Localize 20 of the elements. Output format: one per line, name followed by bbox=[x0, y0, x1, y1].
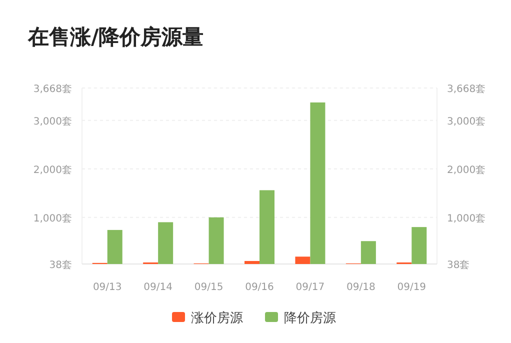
y2-tick-label: 38套 bbox=[447, 259, 470, 271]
y-tick-label: 38套 bbox=[49, 259, 72, 271]
legend-label: 涨价房源 bbox=[191, 310, 243, 326]
y-tick-label: 1,000套 bbox=[33, 212, 72, 224]
legend-label: 降价房源 bbox=[284, 310, 336, 326]
y2-tick-label: 3,000套 bbox=[447, 115, 486, 128]
y-tick-label: 3,668套 bbox=[33, 83, 72, 95]
y-tick-label: 3,000套 bbox=[33, 115, 72, 128]
x-tick-label: 09/19 bbox=[397, 282, 426, 293]
chart-title: 在售涨/降价房源量 bbox=[27, 25, 204, 49]
x-tick-label: 09/15 bbox=[194, 282, 224, 293]
y2-tick-label: 2,000套 bbox=[447, 164, 486, 176]
x-tick-label: 09/14 bbox=[144, 282, 172, 293]
x-tick-label: 09/18 bbox=[346, 282, 376, 293]
x-tick-label: 09/13 bbox=[92, 282, 122, 293]
y2-tick-label: 1,000套 bbox=[447, 212, 486, 224]
x-tick-label: 09/17 bbox=[296, 282, 325, 293]
y2-tick-label: 3,668套 bbox=[447, 83, 486, 95]
x-tick-label: 09/16 bbox=[245, 282, 274, 293]
y-tick-label: 2,000套 bbox=[33, 164, 72, 176]
